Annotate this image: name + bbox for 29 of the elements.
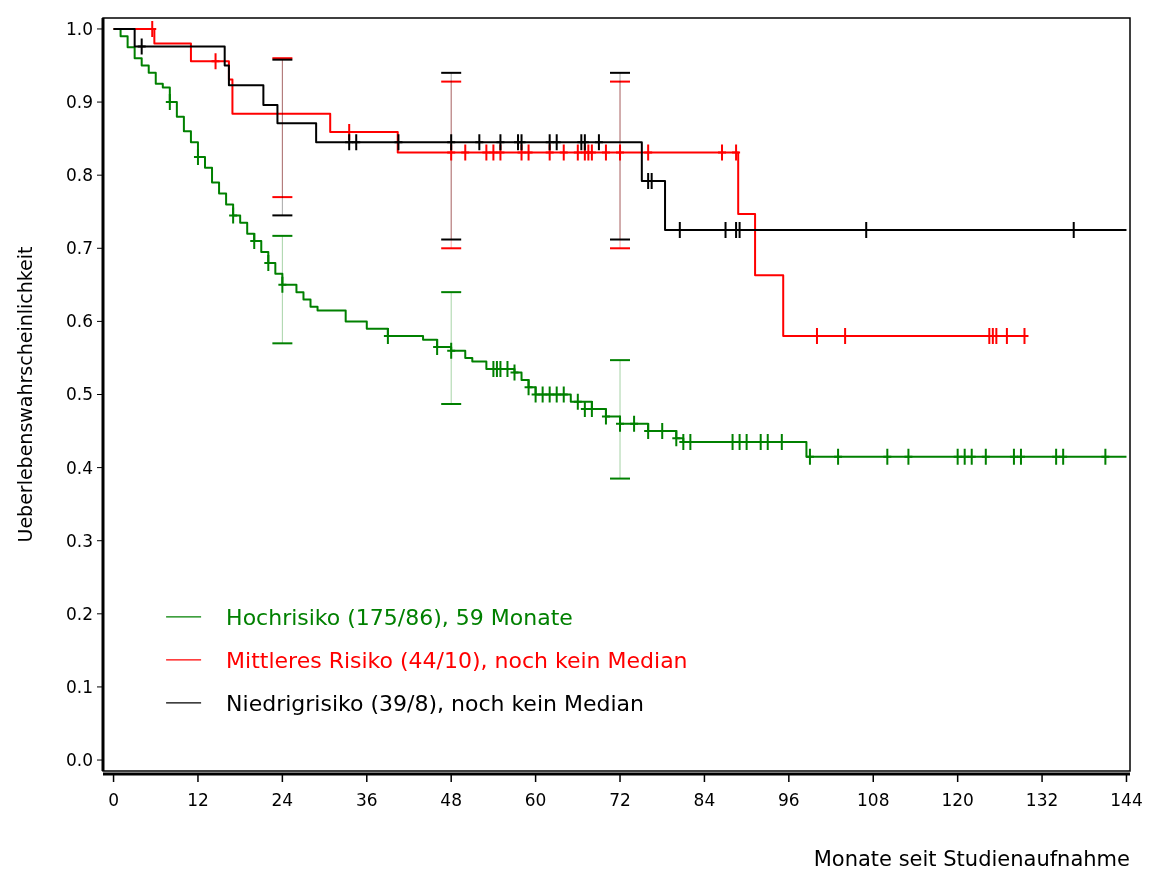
y-tick-label: 0.5 (65, 384, 93, 405)
x-axis-title: Monate seit Studienaufnahme (813, 847, 1130, 870)
x-tick-label: 84 (693, 790, 716, 810)
x-tick-label: 108 (857, 790, 890, 810)
y-tick-label: 0.3 (65, 530, 93, 551)
y-tick-label: 0.7 (65, 238, 93, 259)
x-tick-label: 12 (187, 790, 209, 810)
x-tick-label: 120 (941, 790, 974, 810)
legend-label: Hochrisiko (175/86), 59 Monate (226, 604, 573, 630)
y-tick-label: 0.8 (65, 165, 93, 186)
y-tick-label: 0.1 (65, 676, 93, 697)
x-tick-label: 60 (524, 790, 547, 810)
y-tick-label: 1.0 (65, 18, 93, 39)
x-tick-label: 24 (271, 790, 294, 810)
x-tick-label: 96 (778, 790, 800, 810)
x-tick-label: 0 (108, 790, 119, 810)
legend-label: Niedrigrisiko (39/8), noch kein Median (226, 690, 644, 716)
y-tick-label: 0.9 (65, 92, 93, 113)
x-tick-label: 144 (1110, 790, 1143, 810)
y-tick-label: 0.0 (65, 749, 93, 770)
x-tick-label: 132 (1025, 790, 1059, 810)
y-tick-label: 0.6 (65, 311, 93, 332)
y-tick-label: 0.2 (65, 603, 93, 624)
x-tick-label: 48 (440, 790, 463, 810)
y-tick-label: 0.4 (65, 457, 93, 478)
y-axis-title: Ueberlebenswahrscheinlichkeit (14, 246, 36, 543)
x-tick-label: 36 (355, 790, 378, 810)
x-tick-label: 72 (609, 790, 631, 810)
legend-label: Mittleres Risiko (44/10), noch kein Median (226, 647, 688, 673)
